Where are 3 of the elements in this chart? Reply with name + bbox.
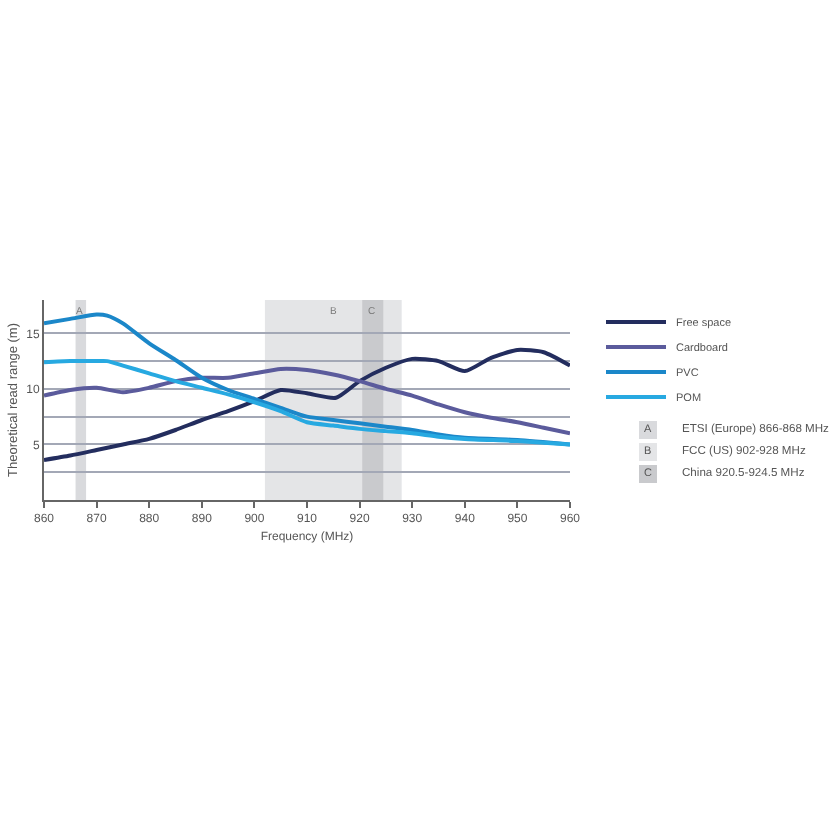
line-series: [44, 347, 570, 462]
line-series: [44, 366, 570, 436]
line-series: [44, 359, 570, 447]
